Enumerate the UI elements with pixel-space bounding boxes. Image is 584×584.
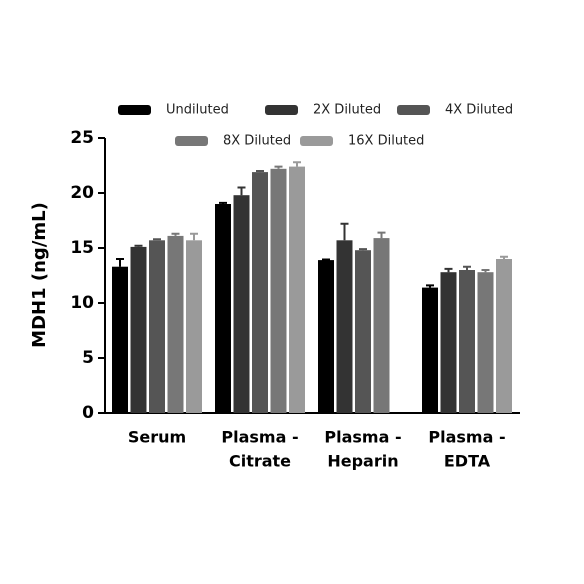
bar	[252, 172, 268, 413]
bar	[355, 250, 371, 413]
bar	[130, 246, 147, 413]
error-bar	[377, 231, 386, 239]
bar	[318, 260, 334, 413]
x-tick-label: Serum	[128, 428, 186, 447]
bar	[149, 240, 165, 413]
bar	[336, 240, 353, 413]
bar	[373, 238, 390, 413]
bar	[440, 272, 457, 413]
bar	[459, 270, 475, 413]
bar	[167, 235, 184, 413]
error-bar	[322, 258, 330, 261]
x-tick-label: Plasma -	[324, 428, 401, 447]
legend-label: Undiluted	[166, 103, 229, 118]
y-axis-label: MDH1 (ng/mL)	[29, 202, 50, 348]
x-tick-label: Plasma -	[221, 428, 298, 447]
y-tick-label: 5	[82, 348, 94, 368]
error-bar	[171, 232, 180, 236]
x-tick-label: EDTA	[444, 452, 491, 471]
error-bar	[293, 161, 301, 167]
legend-swatch	[265, 105, 298, 115]
bar	[215, 204, 231, 413]
bar	[477, 272, 494, 413]
error-bar	[481, 269, 490, 273]
legend-label: 8X Diluted	[223, 134, 291, 149]
error-bar	[426, 284, 434, 288]
legend-swatch	[118, 105, 151, 115]
x-tick-label: Citrate	[229, 452, 291, 471]
legend-swatch	[175, 136, 208, 146]
legend-swatch	[300, 136, 333, 146]
bar	[233, 195, 250, 413]
error-bar	[274, 165, 283, 169]
error-bar	[190, 232, 198, 241]
bar	[270, 168, 287, 413]
error-bar	[116, 258, 124, 267]
x-tick-label: Plasma -	[428, 428, 505, 447]
error-bar	[500, 255, 508, 259]
error-bar	[256, 170, 264, 173]
error-bar	[153, 238, 161, 241]
error-bar	[219, 201, 227, 204]
error-bar	[134, 244, 143, 247]
error-bar	[359, 248, 367, 251]
legend-swatch	[397, 105, 430, 115]
bar	[422, 287, 438, 413]
y-tick-label: 20	[70, 183, 94, 203]
legend-label: 2X Diluted	[313, 103, 381, 118]
bar	[112, 266, 128, 413]
y-tick-label: 25	[70, 128, 94, 148]
error-bar	[463, 265, 471, 270]
error-bar	[340, 222, 349, 241]
bar	[496, 259, 512, 413]
legend-label: 16X Diluted	[348, 134, 424, 149]
bar	[186, 240, 202, 413]
legend-label: 4X Diluted	[445, 103, 513, 118]
x-tick-label: Heparin	[327, 452, 398, 471]
error-bar	[237, 186, 246, 196]
y-tick-label: 15	[70, 238, 94, 258]
error-bar	[444, 267, 453, 273]
y-tick-label: 0	[82, 403, 94, 423]
bar	[289, 166, 305, 413]
y-tick-label: 10	[70, 293, 94, 313]
